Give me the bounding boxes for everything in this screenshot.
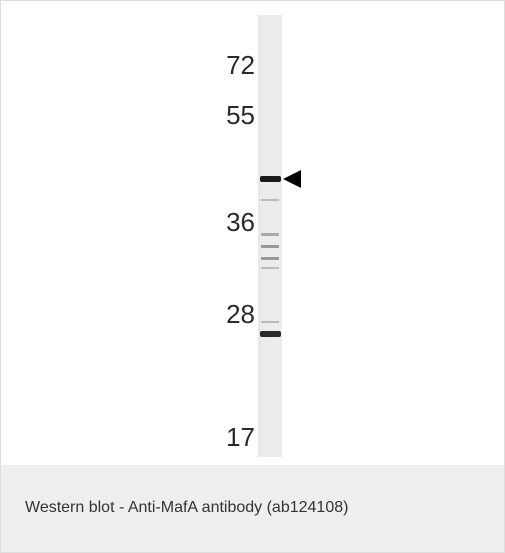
band [260,331,281,337]
band [261,245,279,248]
band [261,321,279,323]
caption-box: Western blot - Anti-MafA antibody (ab124… [1,465,504,552]
band [261,199,279,201]
marker-label: 17 [226,422,255,452]
marker-label: 36 [226,207,255,237]
arrow [283,170,301,188]
marker-label: 55 [226,100,255,130]
band [261,267,279,269]
blot-image: 72 55 36 28 17 [1,1,504,466]
band [261,257,279,260]
marker-label: 72 [226,50,255,80]
band [260,176,281,182]
marker-label: 28 [226,299,255,329]
band [261,233,279,236]
caption: Western blot - Anti-MafA antibody (ab124… [25,499,348,517]
